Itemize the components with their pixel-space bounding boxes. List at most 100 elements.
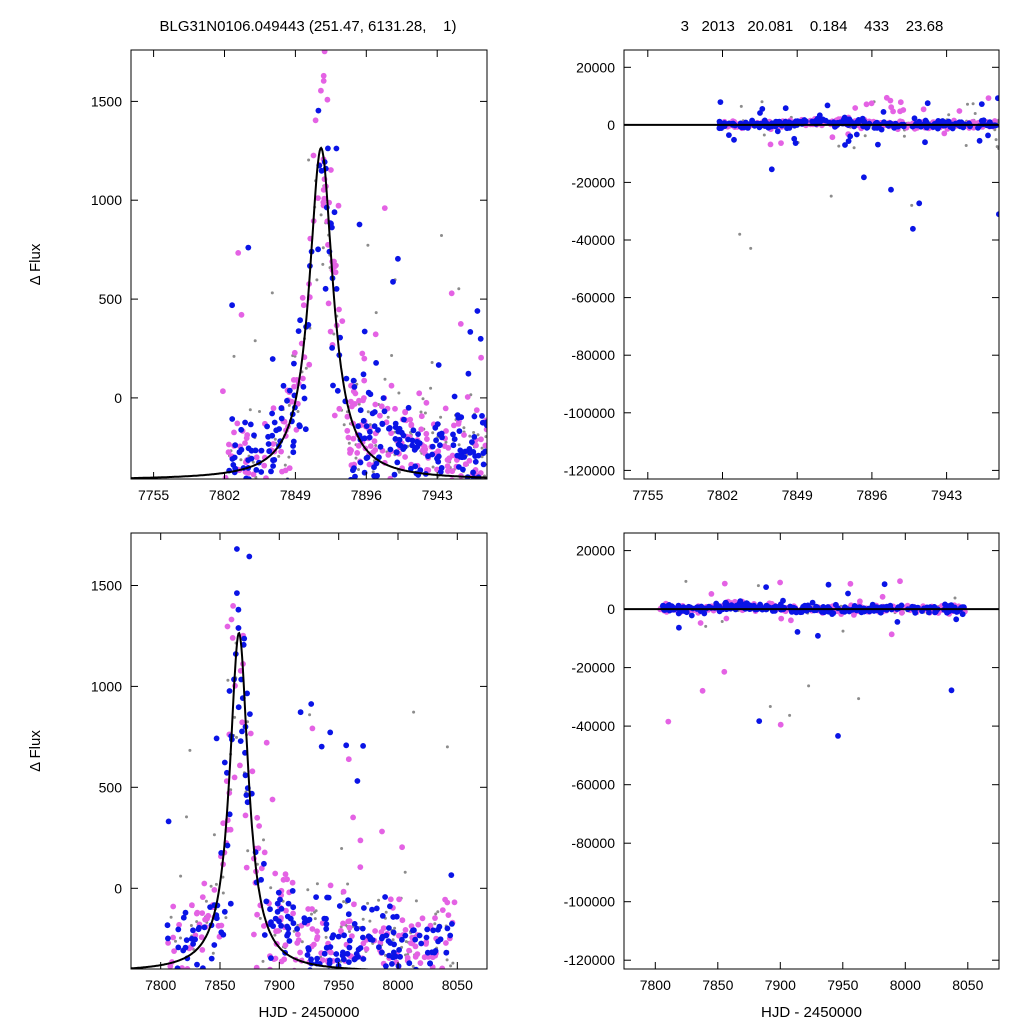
magenta-data-point xyxy=(261,462,268,469)
gray-data-point xyxy=(374,311,378,315)
gray-data-point xyxy=(704,624,708,628)
gray-data-point xyxy=(227,511,230,514)
magenta-data-point xyxy=(443,940,449,946)
magenta-data-point xyxy=(340,888,347,895)
blue-data-point xyxy=(688,612,695,619)
blue-data-point xyxy=(875,141,881,148)
magenta-data-point xyxy=(461,432,467,438)
blue-data-point xyxy=(366,434,373,441)
blue-data-point xyxy=(190,927,196,934)
blue-data-point xyxy=(898,602,905,609)
blue-data-point xyxy=(314,4,320,10)
magenta-data-point xyxy=(220,388,226,395)
magenta-data-point xyxy=(897,99,904,106)
magenta-data-point xyxy=(345,756,352,763)
magenta-data-point xyxy=(788,617,794,624)
magenta-data-point xyxy=(897,578,903,585)
blue-data-point xyxy=(397,953,403,960)
magenta-data-point xyxy=(402,454,408,460)
gray-data-point xyxy=(684,579,688,583)
magenta-data-point xyxy=(199,894,206,900)
blue-data-point xyxy=(234,590,240,596)
magenta-data-point xyxy=(314,928,320,935)
blue-data-point xyxy=(416,932,423,939)
gray-data-point xyxy=(484,435,487,439)
blue-data-point xyxy=(470,469,476,476)
header-left: BLG31N0106.049443 (251.47, 6131.28, 1) xyxy=(160,18,457,35)
gray-data-point xyxy=(324,935,328,939)
gray-data-point xyxy=(172,994,175,997)
gray-data-point xyxy=(283,995,286,998)
gray-data-point xyxy=(739,104,743,108)
blue-data-point xyxy=(253,467,260,473)
blue-data-point xyxy=(175,944,182,951)
magenta-data-point xyxy=(423,941,429,947)
y-tick-label: 500 xyxy=(99,291,123,307)
blue-data-point xyxy=(444,925,451,932)
gray-data-point xyxy=(324,995,327,998)
blue-data-point xyxy=(471,413,478,420)
gray-data-point xyxy=(433,977,436,980)
blue-data-point xyxy=(333,286,340,292)
gray-data-point xyxy=(762,133,766,137)
blue-data-point xyxy=(824,102,831,109)
y-tick-label: -40000 xyxy=(571,718,615,734)
gray-data-point xyxy=(971,102,975,106)
blue-data-point xyxy=(165,818,172,825)
gray-data-point xyxy=(310,912,313,916)
magenta-data-point xyxy=(218,922,225,929)
x-axis-label: HJD - 2450000 xyxy=(761,1004,862,1021)
gray-data-point xyxy=(397,470,401,474)
magenta-data-point xyxy=(395,968,398,969)
blue-data-point xyxy=(329,345,335,351)
gray-data-point xyxy=(319,213,323,217)
blue-data-point xyxy=(353,951,360,957)
gray-data-point xyxy=(371,470,375,474)
blue-data-point xyxy=(394,459,401,466)
magenta-data-point xyxy=(282,871,289,878)
magenta-data-point xyxy=(721,668,728,675)
blue-data-point xyxy=(307,967,313,969)
blue-data-point xyxy=(269,499,275,505)
magenta-data-point xyxy=(350,435,357,442)
magenta-data-point xyxy=(253,454,260,461)
magenta-data-point xyxy=(423,430,430,437)
magenta-data-point xyxy=(444,457,451,463)
magenta-data-point xyxy=(417,960,424,966)
blue-data-point xyxy=(881,581,888,588)
blue-data-point xyxy=(450,431,456,438)
blue-data-point xyxy=(916,118,922,125)
blue-data-point xyxy=(881,119,887,126)
blue-data-point xyxy=(323,921,330,927)
gray-data-point xyxy=(347,930,351,933)
blue-data-point xyxy=(407,480,413,486)
blue-data-point xyxy=(437,469,444,475)
x-tick-label: 7943 xyxy=(422,487,453,503)
gray-data-point xyxy=(273,933,277,937)
blue-data-point xyxy=(794,629,801,635)
gray-data-point xyxy=(211,951,215,955)
gray-data-point xyxy=(306,888,310,892)
blue-data-point xyxy=(395,428,402,435)
blue-data-point xyxy=(239,527,245,533)
magenta-data-point xyxy=(312,117,319,124)
magenta-data-point xyxy=(355,442,362,449)
blue-data-point xyxy=(308,956,314,963)
gray-data-point xyxy=(300,940,304,944)
magenta-data-point xyxy=(402,927,409,933)
blue-data-point xyxy=(716,603,723,609)
blue-data-point xyxy=(371,984,377,990)
gray-data-point xyxy=(221,891,225,895)
panel-top-right: 7755 7802 7849 7896 7943 20000 0 -20000 -40000 -6… xyxy=(564,49,1000,503)
magenta-data-point xyxy=(199,910,206,916)
magenta-data-point xyxy=(368,984,374,990)
blue-data-point xyxy=(922,139,928,146)
blue-data-point xyxy=(825,581,832,588)
magenta-data-point xyxy=(708,591,715,597)
magenta-data-point xyxy=(357,864,364,870)
gray-data-point xyxy=(973,112,977,115)
plot-frame xyxy=(130,532,488,970)
gray-data-point xyxy=(788,713,792,717)
blue-data-point xyxy=(224,769,230,776)
blue-data-point xyxy=(418,940,425,947)
